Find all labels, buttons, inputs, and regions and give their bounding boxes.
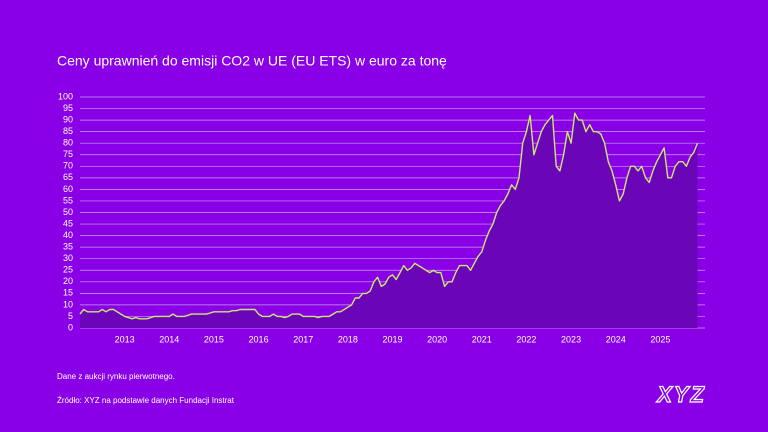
y-tick-label: 35 — [63, 242, 73, 252]
plot — [79, 112, 699, 328]
y-tick-label: 30 — [63, 253, 73, 263]
x-tick-label: 2022 — [516, 334, 536, 344]
y-tick-label: 20 — [63, 276, 73, 286]
y-tick-label: 40 — [63, 230, 73, 240]
source: Źródło: XYZ na podstawie danych Fundacji… — [57, 396, 235, 405]
x-tick-label: 2016 — [249, 334, 269, 344]
y-tick-label: 75 — [63, 149, 73, 159]
y-tick-label: 15 — [63, 288, 73, 298]
y-tick-label: 70 — [63, 161, 73, 171]
area — [80, 113, 698, 328]
y-tick-label: 50 — [63, 207, 73, 217]
note: Dane z aukcji rynku pierwotnego. — [57, 372, 175, 381]
y-tick-label: 5 — [68, 311, 73, 321]
y-tick-label: 45 — [63, 218, 73, 228]
x-tick-label: 2017 — [293, 334, 313, 344]
x-tick-label: 2021 — [472, 334, 492, 344]
x-tick-label: 2018 — [338, 334, 358, 344]
chart-title: Ceny uprawnień do emisji CO2 w UE (EU ET… — [57, 53, 447, 69]
y-tick-label: 90 — [63, 114, 73, 124]
y-tick-label: 25 — [63, 265, 73, 275]
y-tick-label: 0 — [68, 322, 73, 332]
y-tick-label: 65 — [63, 172, 73, 182]
y-tick-label: 85 — [63, 126, 73, 136]
line — [79, 112, 699, 320]
y-tick-label: 55 — [63, 195, 73, 205]
x-tick-label: 2025 — [650, 334, 670, 344]
y-tick-label: 100 — [58, 91, 73, 101]
x-tick-label: 2023 — [561, 334, 581, 344]
x-tick-label: 2015 — [204, 334, 224, 344]
x-tick-label: 2024 — [606, 334, 626, 344]
y-tick-label: 80 — [63, 138, 73, 148]
logo: XYZ — [655, 382, 706, 407]
x-tick-label: 2019 — [382, 334, 402, 344]
x-tick-label: 2020 — [427, 334, 447, 344]
x-tick-label: 2013 — [115, 334, 135, 344]
y-tick-label: 60 — [63, 184, 73, 194]
x-tick-label: 2014 — [159, 334, 179, 344]
y-tick-label: 10 — [63, 299, 73, 309]
y-tick-label: 95 — [63, 103, 73, 113]
